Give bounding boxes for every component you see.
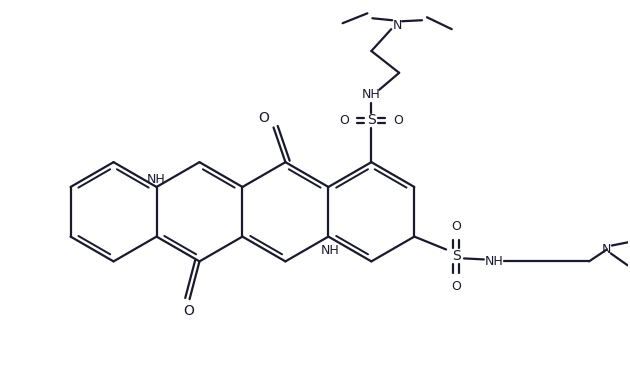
Text: NH: NH: [147, 172, 166, 186]
Text: NH: NH: [484, 255, 503, 268]
Text: O: O: [451, 220, 461, 233]
Text: O: O: [451, 280, 461, 293]
Text: NH: NH: [321, 244, 340, 257]
Text: S: S: [452, 250, 461, 264]
Text: O: O: [183, 304, 194, 318]
Text: O: O: [340, 114, 350, 127]
Text: O: O: [258, 112, 269, 126]
Text: O: O: [393, 114, 403, 127]
Text: N: N: [392, 19, 402, 32]
Text: N: N: [602, 243, 612, 256]
Text: NH: NH: [362, 88, 381, 101]
Text: S: S: [367, 113, 375, 127]
